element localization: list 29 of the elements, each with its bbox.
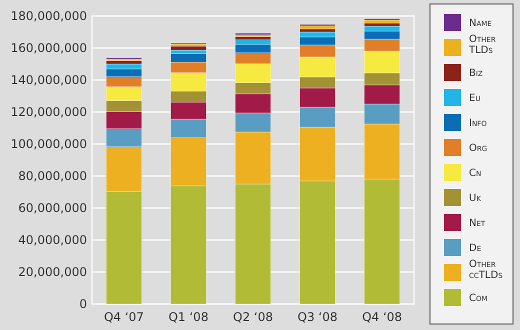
y-tick-label: 0	[79, 297, 87, 312]
y-tick-label: 160,000,000	[10, 41, 87, 56]
legend-label: Eu	[469, 93, 480, 104]
y-tick-label: 20,000,000	[18, 265, 87, 280]
legend-label: Other TLDs	[468, 34, 496, 56]
x-tick-label: Q4 ‘07	[104, 310, 144, 324]
x-tick-label: Q4 ‘08	[362, 310, 402, 324]
y-tick-label: 140,000,000	[10, 73, 87, 88]
x-tick-label: Q3 ‘08	[298, 310, 338, 324]
bar	[364, 20, 400, 24]
y-tick-label: 40,000,000	[18, 233, 87, 248]
bar	[300, 26, 336, 30]
y-tick-label: 180,000,000	[10, 9, 87, 24]
legend-label: Com	[469, 293, 488, 304]
y-tick-label: 100,000,000	[10, 137, 87, 152]
legend-label: Info	[469, 118, 488, 129]
legend-label: Cn	[469, 168, 482, 179]
legend-label: De	[469, 243, 482, 254]
legend-label: Org	[469, 143, 488, 154]
y-tick-label: 120,000,000	[10, 105, 87, 120]
y-tick-label: 60,000,000	[18, 201, 87, 216]
y-tick-label: 80,000,000	[18, 169, 87, 184]
legend-label: Other ccTLDs	[469, 259, 504, 281]
legend-label: Net	[469, 218, 486, 229]
legend-label: Uk	[469, 193, 482, 204]
x-tick-label: Q2 ‘08	[233, 310, 273, 324]
x-tick-label: Q1 ‘08	[168, 310, 208, 324]
legend-label: Name	[469, 18, 492, 29]
legend-label: Biz	[469, 68, 483, 79]
